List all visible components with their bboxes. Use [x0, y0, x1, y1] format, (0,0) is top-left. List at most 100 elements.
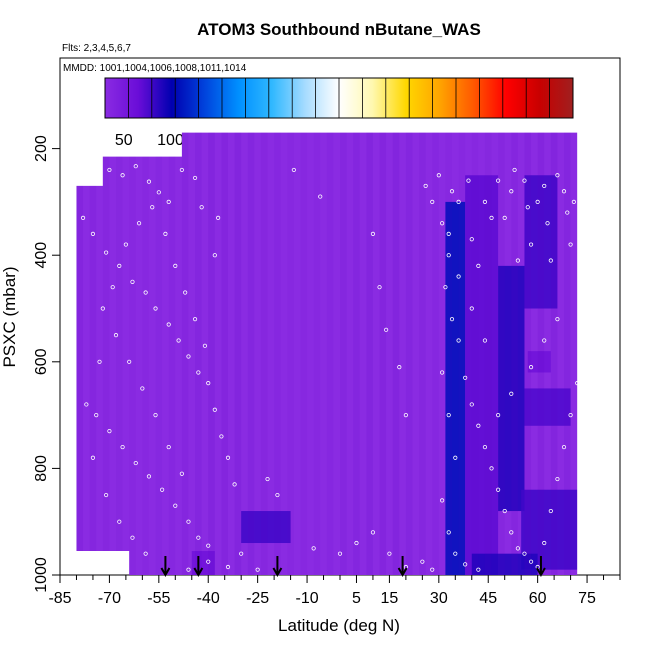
- heatmap-stripe: [550, 132, 558, 575]
- sample-point: [127, 359, 132, 364]
- sample-point: [120, 444, 125, 450]
- sample-point: [449, 317, 455, 322]
- sample-point: [568, 242, 573, 247]
- sample-point: [130, 535, 135, 540]
- x-tick-label: 15: [381, 590, 399, 607]
- heatmap-stripe: [379, 132, 387, 575]
- sample-point: [354, 540, 359, 546]
- sample-point: [160, 487, 165, 492]
- sample-point: [387, 551, 392, 556]
- sample-point: [469, 402, 474, 407]
- sample-point: [476, 567, 481, 572]
- sample-point: [456, 338, 461, 343]
- sample-point: [482, 338, 488, 343]
- sample-point: [120, 173, 125, 178]
- sample-point: [255, 567, 260, 572]
- sample-point: [571, 199, 576, 205]
- sample-point: [456, 274, 461, 279]
- sample-point: [311, 546, 316, 551]
- sample-point: [107, 167, 112, 173]
- sample-point: [446, 231, 451, 236]
- heatmap-stripe: [168, 132, 176, 575]
- sample-point: [453, 551, 458, 556]
- x-axis-label: Latitude (deg N): [278, 616, 400, 635]
- sample-point: [496, 413, 501, 418]
- sample-point: [453, 455, 458, 460]
- sample-point: [463, 375, 468, 380]
- sample-point: [489, 215, 494, 220]
- sample-point: [463, 562, 468, 567]
- colorbar-tick-label: 100: [157, 132, 184, 149]
- sample-point: [202, 343, 208, 348]
- sample-point: [153, 306, 158, 311]
- sample-point: [173, 503, 178, 508]
- heatmap-stripe: [419, 132, 426, 575]
- sample-point: [110, 285, 115, 290]
- sample-point: [515, 258, 520, 263]
- sample-point: [97, 359, 102, 364]
- heatmap-stripe: [274, 132, 281, 575]
- sample-point: [397, 365, 402, 370]
- sample-point: [542, 338, 547, 343]
- sample-point: [196, 370, 201, 375]
- sample-point: [466, 178, 471, 183]
- sample-point: [476, 263, 481, 268]
- chart-title: ATOM3 Southbound nButane_WAS: [197, 20, 481, 39]
- y-tick-label: 1000: [33, 557, 50, 593]
- sample-point: [173, 263, 178, 268]
- sample-point: [469, 237, 474, 242]
- sample-point: [90, 455, 96, 460]
- flight-arrow-head: [272, 567, 283, 578]
- flights-note: Flts: 2,3,4,5,6,7: [62, 43, 131, 54]
- sample-point: [206, 559, 211, 564]
- sample-point: [420, 559, 425, 564]
- x-tick-label: 75: [578, 590, 596, 607]
- x-tick-label: -25: [246, 590, 269, 607]
- sample-point: [153, 413, 158, 418]
- sample-point: [509, 189, 514, 194]
- heatmap-stripe: [353, 132, 360, 575]
- heatmap-stripe: [498, 132, 505, 575]
- heatmap-stripe: [142, 132, 149, 575]
- sample-point: [440, 498, 445, 503]
- sample-point: [212, 407, 217, 412]
- sample-point: [186, 519, 191, 524]
- sample-point: [522, 551, 527, 556]
- dates-note: MMDD: 1001,1004,1006,1008,1011,1014: [63, 63, 247, 74]
- x-tick-label: -55: [147, 590, 170, 607]
- heatmap-stripe: [155, 132, 163, 575]
- sample-point: [117, 519, 122, 524]
- sample-point: [90, 231, 96, 236]
- sample-point: [179, 471, 184, 476]
- sample-point: [542, 540, 547, 546]
- sample-point: [196, 535, 201, 540]
- sample-point: [143, 551, 148, 556]
- sample-point: [225, 564, 231, 570]
- heatmap-stripe: [116, 132, 123, 575]
- heatmap-stripe: [234, 132, 242, 575]
- x-tick-label: -85: [48, 590, 71, 607]
- sample-point: [548, 508, 553, 514]
- heatmap-stripe: [247, 132, 255, 575]
- x-tick-label: -40: [197, 590, 220, 607]
- sample-point: [512, 167, 517, 173]
- sample-point: [186, 354, 191, 359]
- sample-point: [186, 567, 191, 572]
- sample-point: [136, 221, 142, 226]
- sample-point: [482, 199, 488, 205]
- sample-point: [225, 455, 231, 460]
- heatmap-stripe: [76, 132, 84, 575]
- colorbar-tick-label: 50: [115, 132, 133, 149]
- y-tick-label: 200: [33, 135, 50, 162]
- heatmap-stripe: [564, 132, 571, 575]
- heatmap-stripe: [340, 132, 347, 575]
- sample-point: [384, 327, 389, 332]
- heatmap-cell: [498, 265, 525, 512]
- heatmap-stripe: [484, 132, 492, 575]
- sample-point: [291, 167, 296, 173]
- sample-point: [496, 178, 501, 183]
- heatmap-cell: [445, 201, 466, 575]
- sample-point: [166, 199, 171, 205]
- sample-point: [509, 530, 514, 535]
- x-tick-label: 30: [430, 590, 448, 607]
